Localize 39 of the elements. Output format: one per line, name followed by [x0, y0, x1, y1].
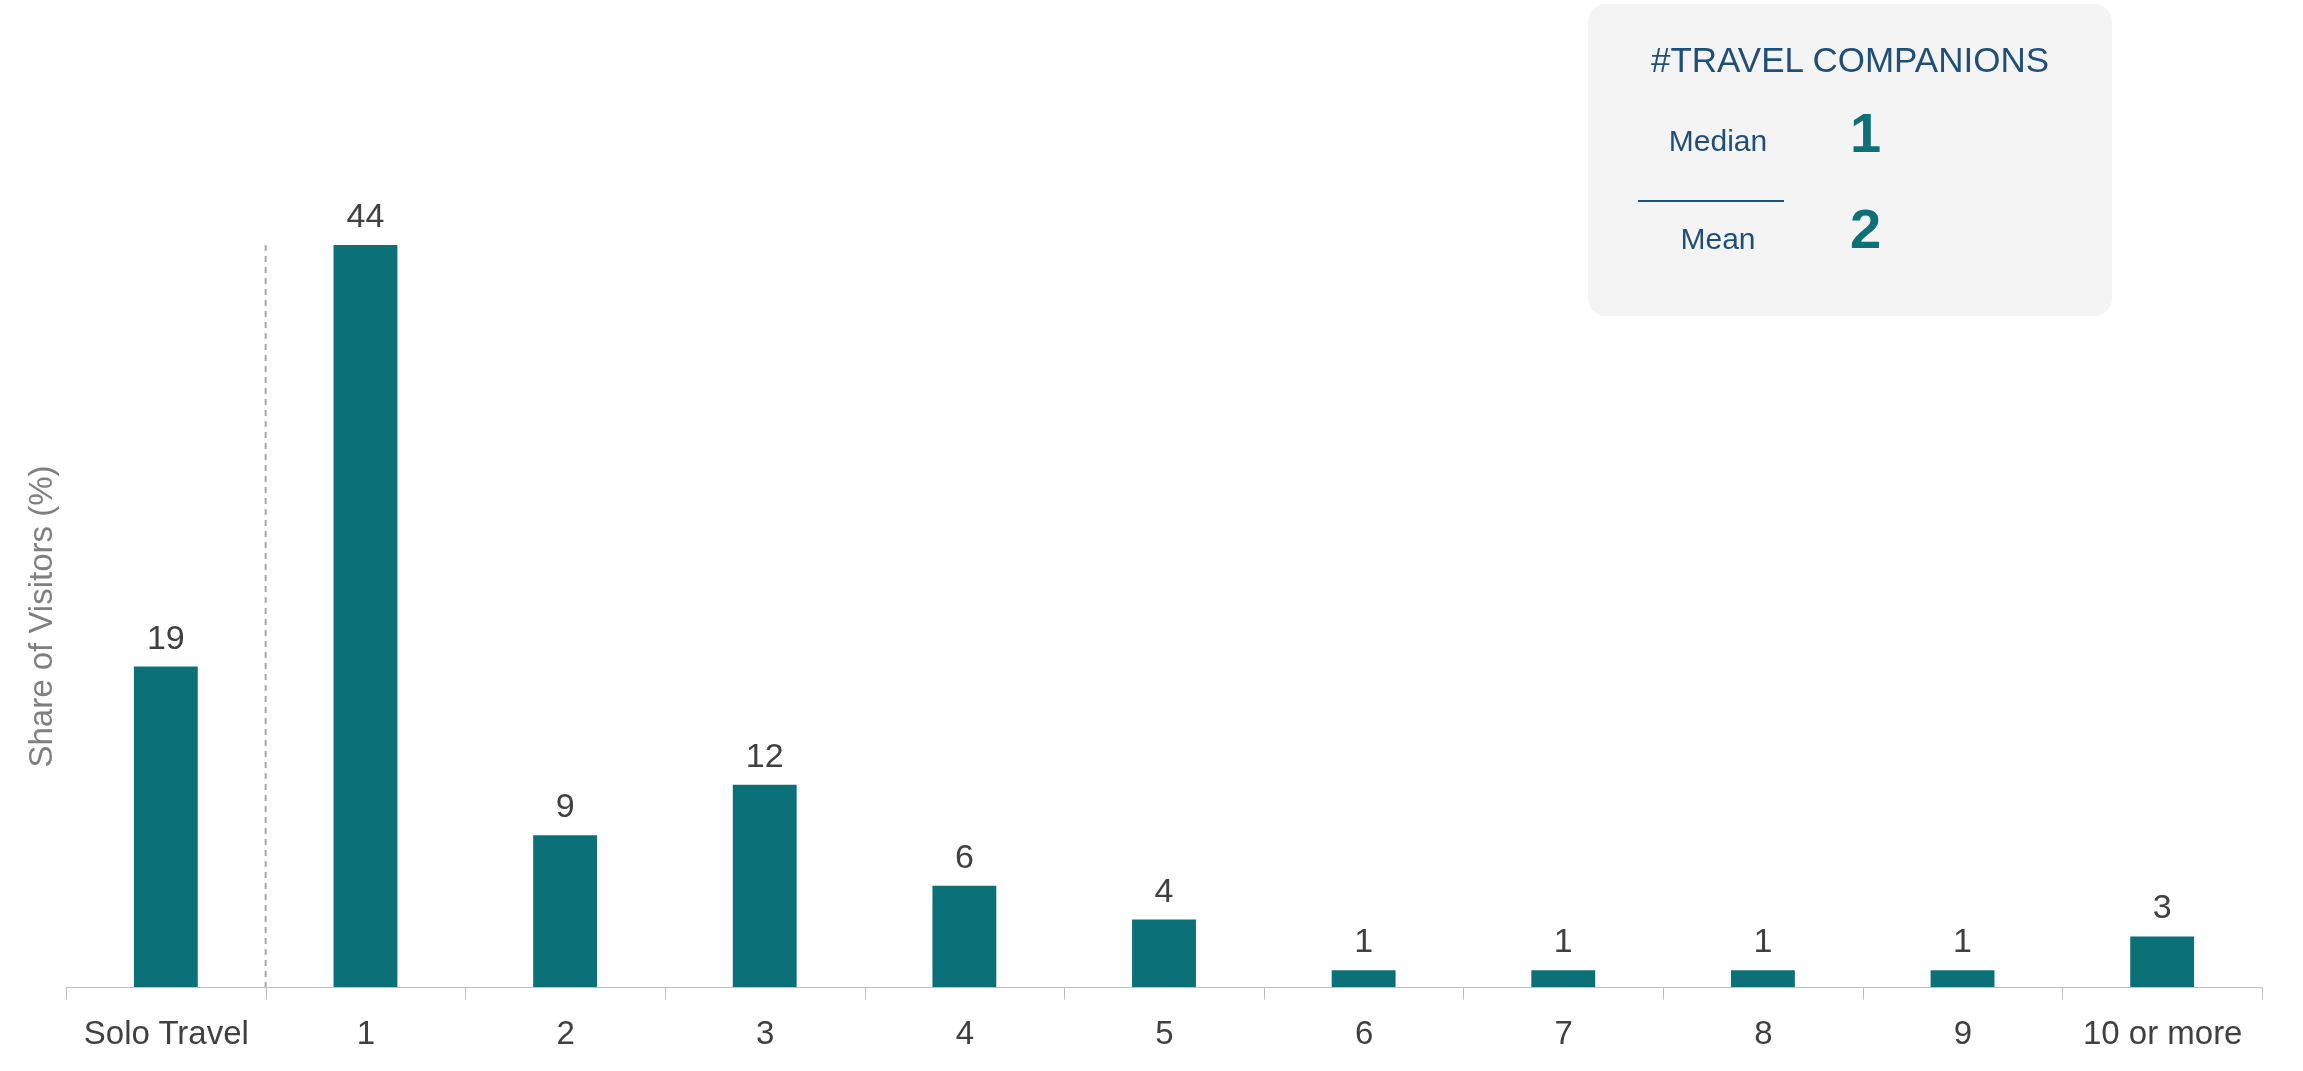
- bar: [932, 885, 997, 987]
- y-axis-title: Share of Visitors (%): [21, 465, 59, 768]
- x-tick-label: 8: [1754, 1013, 1773, 1051]
- data-label: 6: [954, 836, 974, 875]
- x-tick-label: 9: [1953, 1013, 1973, 1051]
- bar: [1930, 970, 1995, 987]
- annotation: 2: [1850, 196, 1882, 261]
- text: Median: [1667, 124, 1769, 158]
- bar: [732, 784, 797, 987]
- data-label: 19: [146, 617, 185, 656]
- bar: [2130, 936, 2195, 987]
- bar: [1331, 970, 1396, 987]
- x-tick-label: 1: [356, 1013, 376, 1051]
- data-label: 44: [346, 196, 385, 234]
- bar: [333, 245, 398, 987]
- data-label: 1: [1953, 921, 1973, 960]
- data-label: 1: [1753, 921, 1773, 960]
- data-label: 9: [555, 786, 575, 825]
- data-label: 1: [1553, 921, 1573, 960]
- x-tick-label: 3: [756, 1013, 775, 1051]
- bar: [1531, 970, 1596, 987]
- annotation: Mean: [1679, 222, 1757, 256]
- data-label: 3: [2152, 887, 2172, 926]
- x-tick-label: 6: [1354, 1013, 1374, 1051]
- bar: [533, 835, 598, 987]
- bar: [133, 666, 198, 987]
- x-tick-label: 7: [1554, 1013, 1573, 1051]
- x-tick-label: 5: [1155, 1013, 1174, 1051]
- data-label: 4: [1154, 870, 1174, 909]
- x-tick-label: Solo Travel: [83, 1013, 249, 1051]
- data-label: 1: [1354, 921, 1374, 960]
- x-tick-label: 10 or more: [2082, 1013, 2243, 1051]
- bar: [1132, 919, 1196, 987]
- text: #TRAVEL COMPANIONS: [1649, 40, 2050, 80]
- x-tick-label: 2: [556, 1013, 575, 1051]
- data-label: 12: [745, 735, 784, 774]
- text: 1: [1850, 100, 1882, 165]
- bar: [1730, 970, 1795, 987]
- x-tick-label: 4: [955, 1013, 975, 1051]
